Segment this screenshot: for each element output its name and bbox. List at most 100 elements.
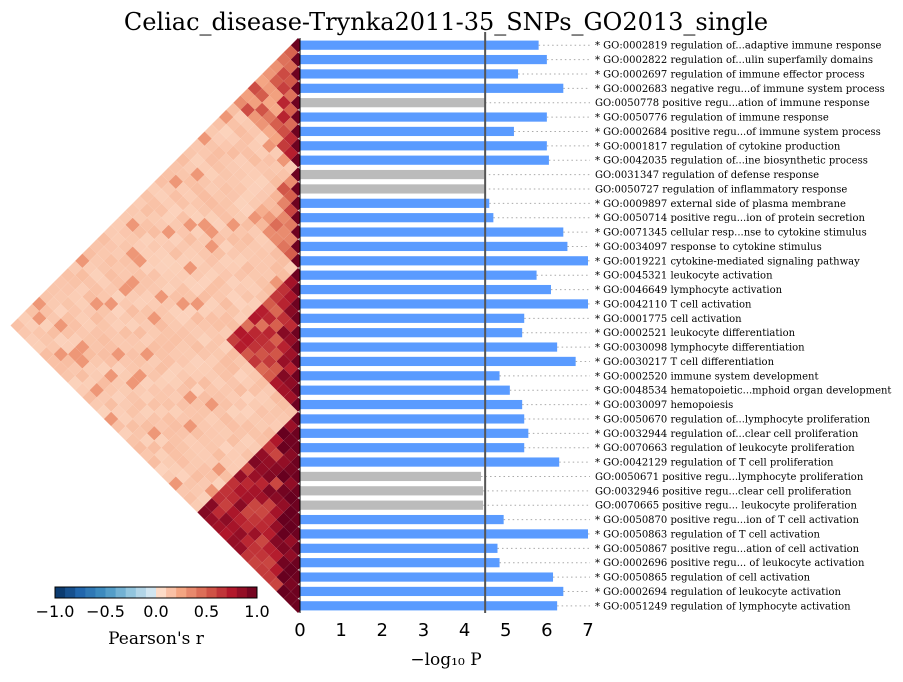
bar [300, 299, 588, 309]
bar [300, 572, 554, 582]
bar [300, 586, 564, 597]
colorbar-segment [246, 587, 258, 598]
go-term-label: * GO:0050865 regulation of cell activati… [595, 573, 811, 584]
go-term-label: * GO:0030098 lymphocyte differentiation [595, 343, 805, 354]
bar [300, 313, 525, 323]
bar [300, 112, 547, 122]
go-term-label: * GO:0002819 regulation of...adaptive im… [595, 41, 882, 52]
go-term-label: * GO:0050867 positive regu...ation of ce… [595, 544, 860, 555]
go-term-label: * GO:0042035 regulation of...ine biosynt… [595, 156, 868, 167]
colorbar-segment [65, 587, 76, 598]
bar [300, 356, 576, 367]
go-term-label: GO:0050671 positive regu...lymphocyte pr… [595, 472, 864, 483]
bar [300, 69, 519, 79]
colorbar-segment [85, 587, 96, 598]
colorbar-tick-label: 0.5 [194, 602, 219, 621]
go-term-label: * GO:0042129 regulation of T cell prolif… [595, 458, 834, 469]
go-term-label: * GO:0050776 regulation of immune respon… [595, 113, 829, 124]
bar [300, 428, 529, 438]
bar [300, 98, 486, 108]
colorbar-label: Pearson's r [108, 629, 205, 649]
colorbar-tick-label: −1.0 [36, 602, 75, 621]
bar [300, 443, 525, 453]
go-term-label: GO:0070665 positive regu... leukocyte pr… [595, 501, 857, 512]
go-term-label: * GO:0046649 lymphocyte activation [595, 285, 783, 296]
go-term-label: * GO:0045321 leukocyte activation [595, 271, 773, 282]
x-tick-label: 7 [582, 620, 593, 641]
go-term-label: * GO:0002822 regulation of...ulin superf… [595, 55, 873, 66]
bar [300, 169, 485, 180]
bar [300, 414, 525, 424]
x-tick-label: 6 [541, 620, 552, 641]
go-term-label: * GO:0002694 regulation of leukocyte act… [595, 587, 842, 598]
colorbar-segment [105, 587, 117, 598]
colorbar-tick-label: 1.0 [244, 602, 269, 621]
x-axis-label: −log₁₀ P [410, 650, 481, 670]
colorbar-segment [166, 587, 177, 598]
go-term-label: * GO:0034097 response to cytokine stimul… [595, 242, 822, 253]
x-tick-label: 2 [377, 620, 388, 641]
go-term-label: * GO:0050863 regulation of T cell activa… [595, 529, 820, 540]
colorbar-segment [176, 587, 187, 598]
correlation-heatmap [10, 38, 306, 613]
colorbar: −1.0 −0.5 0.0 0.5 1.0 Pearson's r [36, 586, 270, 649]
x-tick-label: 4 [459, 620, 470, 641]
go-term-label: * GO:0002520 immune system development [595, 371, 818, 382]
bar [300, 601, 558, 611]
x-tick-label: 3 [418, 620, 429, 641]
bar [300, 457, 560, 467]
colorbar-segment [125, 587, 137, 598]
bar [300, 385, 510, 395]
go-term-label: * GO:0051249 regulation of lymphocyte ac… [595, 601, 851, 612]
bar [300, 241, 568, 252]
bar [300, 227, 564, 237]
go-term-label: * GO:0002521 leukocyte differentiation [595, 328, 796, 339]
go-term-label: GO:0050727 regulation of inflammatory re… [595, 184, 847, 195]
colorbar-segment [55, 587, 66, 598]
go-term-label: GO:0031347 regulation of defense respons… [595, 170, 819, 181]
go-term-label: * GO:0050714 positive regu...ion of prot… [595, 213, 866, 224]
colorbar-segment [115, 587, 127, 598]
bar [300, 371, 500, 381]
bar [300, 471, 482, 482]
bar [300, 126, 514, 137]
x-tick-label: 1 [335, 620, 346, 641]
bar [300, 213, 494, 223]
go-term-label: * GO:0009897 external side of plasma mem… [595, 199, 846, 210]
colorbar-segment [236, 587, 248, 598]
colorbar-tick-label: 0.0 [143, 602, 168, 621]
go-term-label: GO:0050778 positive regu...ation of immu… [595, 98, 870, 109]
colorbar-segment [95, 587, 106, 598]
go-term-label: * GO:0002696 positive regu... of leukocy… [595, 558, 865, 569]
bar [300, 529, 588, 539]
go-term-label: * GO:0019221 cytokine-mediated signaling… [595, 256, 860, 267]
colorbar-tick-label: −0.5 [86, 602, 125, 621]
bar [300, 141, 547, 151]
go-term-label: * GO:0032944 regulation of...clear cell … [595, 429, 859, 440]
go-term-label: GO:0032946 positive regu...clear cell pr… [595, 486, 852, 497]
colorbar-segment [206, 587, 218, 598]
bar [300, 486, 484, 496]
colorbar-segment [75, 587, 86, 598]
colorbar-segment [226, 587, 238, 598]
go-term-label: * GO:0002683 negative regu...of immune s… [595, 84, 885, 95]
go-term-label: * GO:0002697 regulation of immune effect… [595, 69, 865, 80]
bar [300, 184, 485, 194]
colorbar-segment [156, 587, 167, 598]
bar [300, 270, 537, 280]
colorbar-segment [216, 587, 228, 598]
bar [300, 514, 504, 525]
bar [300, 198, 490, 208]
go-term-label: * GO:0002684 positive regu...of immune s… [595, 127, 881, 138]
x-tick-label: 0 [294, 620, 305, 641]
go-term-label: * GO:0030097 hemopoiesis [595, 400, 733, 411]
bar [300, 256, 588, 266]
bar [300, 328, 523, 338]
go-term-label: * GO:0030217 T cell differentiation [595, 357, 775, 368]
go-term-label: * GO:0048534 hematopoietic...mphoid orga… [595, 386, 891, 397]
x-tick-label: 5 [500, 620, 511, 641]
colorbar-segment [145, 587, 157, 598]
go-term-label: * GO:0071345 cellular resp...nse to cyto… [595, 228, 867, 239]
